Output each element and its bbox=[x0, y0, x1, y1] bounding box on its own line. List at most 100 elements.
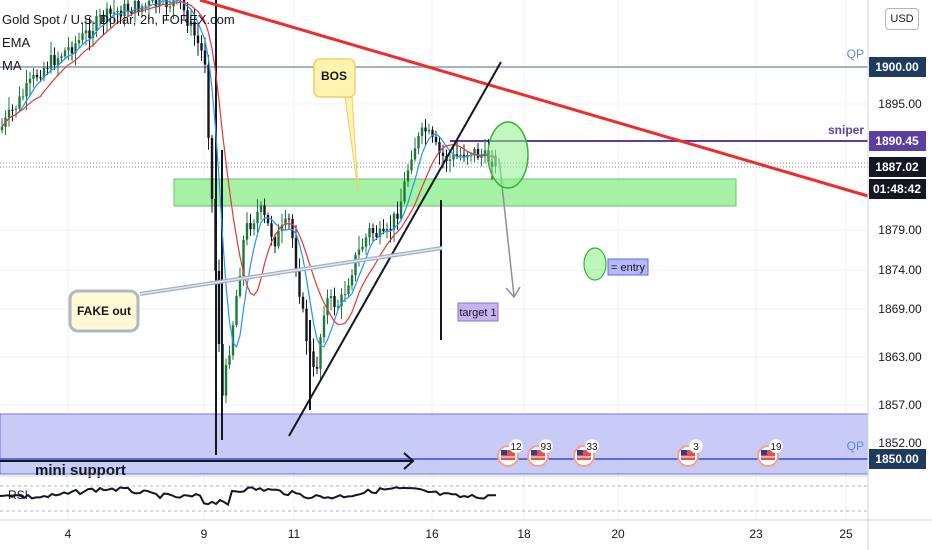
candle bbox=[53, 47, 56, 71]
black-trendline[interactable] bbox=[288, 61, 502, 437]
candle bbox=[361, 238, 364, 253]
candle bbox=[28, 71, 32, 97]
candle bbox=[305, 299, 308, 355]
price-tick-label: 1879.00 bbox=[878, 223, 922, 237]
ema-indicator-label[interactable]: EMA bbox=[2, 35, 31, 50]
bos-label: BOS bbox=[321, 69, 347, 83]
candle bbox=[245, 212, 249, 246]
bos-callout[interactable] bbox=[313, 58, 356, 98]
candle bbox=[403, 171, 406, 205]
fake-out-callout[interactable] bbox=[68, 289, 140, 333]
chart-legend: Gold Spot / U.S. Dollar, 2h, FOREX.com E… bbox=[2, 8, 235, 77]
price-label-box bbox=[869, 179, 926, 199]
candle bbox=[266, 212, 270, 227]
symbol-title[interactable]: Gold Spot / U.S. Dollar, 2h, FOREX.com bbox=[2, 12, 235, 27]
candle bbox=[162, 0, 164, 6]
event-count: 3 bbox=[693, 442, 699, 453]
candle bbox=[46, 61, 49, 75]
event-flag-icon[interactable]: 19 bbox=[757, 438, 784, 467]
candle bbox=[224, 358, 228, 404]
event-count: 12 bbox=[510, 442, 522, 453]
projection-arrow-head bbox=[505, 286, 521, 299]
candle bbox=[56, 51, 60, 77]
candle bbox=[329, 289, 333, 311]
ma-indicator-label[interactable]: MA bbox=[2, 58, 22, 73]
price-labels: 1900.00 1890.45 1887.02 01:48:42 1850.00 bbox=[869, 57, 926, 469]
candle bbox=[77, 32, 81, 49]
candle bbox=[277, 224, 280, 249]
candle bbox=[235, 290, 238, 328]
event-count: 19 bbox=[770, 442, 782, 453]
candle bbox=[102, 10, 105, 36]
qp-bottom-label: QP bbox=[847, 439, 864, 453]
currency-button[interactable]: USD bbox=[885, 8, 919, 30]
candle bbox=[228, 345, 231, 369]
candle bbox=[284, 210, 287, 231]
candle bbox=[112, 0, 116, 23]
price-label-text: 1850.00 bbox=[875, 452, 919, 466]
event-flag-icon[interactable]: 12 bbox=[497, 438, 524, 467]
sniper-label: sniper bbox=[828, 123, 864, 137]
candle bbox=[273, 233, 277, 254]
candle bbox=[238, 267, 242, 299]
candle bbox=[14, 105, 18, 118]
candle bbox=[210, 134, 214, 213]
price-label-box bbox=[869, 131, 926, 151]
candle bbox=[123, 0, 126, 27]
candle bbox=[312, 338, 315, 377]
entry-legend-box[interactable] bbox=[607, 258, 649, 276]
candle bbox=[301, 292, 305, 313]
event-flag-icon[interactable]: 33 bbox=[573, 438, 600, 467]
candle bbox=[98, 8, 102, 27]
candle bbox=[42, 61, 46, 82]
rsi-label: RSI bbox=[8, 488, 28, 502]
candle bbox=[291, 214, 294, 248]
candle bbox=[256, 199, 259, 233]
candle bbox=[315, 356, 319, 374]
candle bbox=[259, 201, 263, 220]
green-zone[interactable] bbox=[173, 178, 737, 207]
time-tick-label: 4 bbox=[65, 527, 72, 541]
price-tick-label: 1857.00 bbox=[878, 398, 922, 412]
time-tick-label: 18 bbox=[517, 527, 531, 541]
price-tick-label: 1874.00 bbox=[878, 263, 922, 277]
fake-out-label: FAKE out bbox=[77, 304, 131, 318]
time-tick-label: 16 bbox=[425, 527, 439, 541]
candle bbox=[480, 148, 483, 167]
candle bbox=[49, 41, 53, 74]
ema-line bbox=[1, 1, 496, 326]
mini-support-zone[interactable] bbox=[0, 413, 869, 475]
price-tick-label: 1863.00 bbox=[878, 350, 922, 364]
ma-line bbox=[1, 0, 496, 349]
candle bbox=[67, 37, 70, 61]
candle bbox=[371, 223, 375, 243]
price-label-box bbox=[869, 157, 926, 177]
candle bbox=[399, 188, 403, 221]
candle bbox=[182, 0, 186, 19]
time-axis[interactable]: 4 9 11 16 18 20 23 25 bbox=[65, 527, 853, 541]
candle bbox=[189, 8, 193, 36]
candle bbox=[434, 130, 438, 146]
red-trendline[interactable] bbox=[199, 0, 869, 198]
event-flag-icon[interactable]: 93 bbox=[527, 438, 554, 467]
fake-out-trendline-b bbox=[139, 247, 443, 295]
target-1-box[interactable] bbox=[457, 302, 499, 322]
event-flag-icon[interactable]: 3 bbox=[677, 438, 704, 467]
price-tick-label: 1895.00 bbox=[878, 97, 922, 111]
candle bbox=[270, 215, 273, 246]
candle bbox=[462, 144, 466, 162]
entry-legend-label: = entry bbox=[611, 262, 645, 274]
candle bbox=[319, 333, 322, 380]
candle bbox=[410, 150, 413, 175]
mini-support-label: mini support bbox=[35, 462, 126, 479]
sniper-entry-circle[interactable] bbox=[487, 121, 529, 189]
price-label-box bbox=[869, 57, 926, 77]
candle bbox=[7, 97, 11, 127]
candle bbox=[424, 119, 427, 145]
candle bbox=[448, 154, 452, 173]
qp-top-label: QP bbox=[847, 47, 864, 61]
candle bbox=[18, 86, 21, 113]
price-axis[interactable]: 1900.00 1895.00 1879.00 1874.00 1869.00 1863.… bbox=[878, 60, 922, 450]
economic-events: 12 93 33 3 19 bbox=[497, 438, 784, 467]
